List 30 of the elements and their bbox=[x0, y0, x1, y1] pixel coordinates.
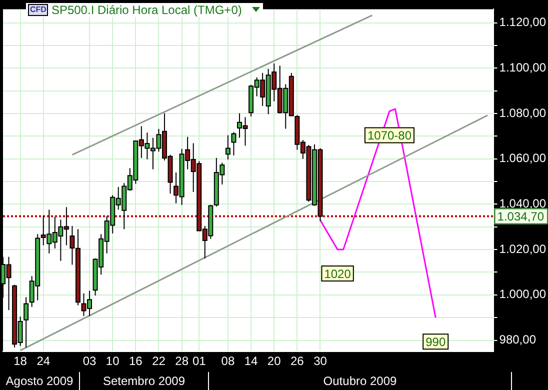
y-tick-label: 980,00 bbox=[499, 332, 536, 347]
x-tick-label: 20 bbox=[267, 354, 282, 368]
data-label: 990 bbox=[426, 334, 446, 349]
y-tick-label: 1.100,00 bbox=[499, 60, 546, 74]
x-tick-label: 24 bbox=[36, 354, 50, 368]
x-tick-label: 18 bbox=[14, 354, 28, 368]
x-tick-label: 22 bbox=[152, 354, 166, 368]
chart-title: SP500.I Diário Hora Local (TMG+0) bbox=[51, 3, 242, 17]
text: Agosto 2009 bbox=[0, 372, 80, 390]
x-tick-label: 10 bbox=[106, 354, 120, 368]
annotation: CFD bbox=[28, 4, 48, 16]
x-tick-label: 03 bbox=[82, 354, 97, 368]
y-tick-label: 1.060,00 bbox=[499, 151, 546, 166]
y-tick-label: 1.020,00 bbox=[499, 242, 546, 256]
x-tick-label: 01 bbox=[192, 354, 206, 368]
x-tick-label: 16 bbox=[128, 354, 143, 368]
x-tick-label: 14 bbox=[244, 354, 258, 368]
ref-line-label: 1.034,70 bbox=[497, 210, 544, 224]
x-tick-label: 26 bbox=[290, 354, 304, 368]
x-tick-label: 08 bbox=[221, 354, 235, 368]
y-tick-label: 1.040,00 bbox=[499, 196, 546, 211]
y-tick-label: 1.120,00 bbox=[499, 15, 546, 30]
x-tick-label: 30 bbox=[314, 354, 328, 368]
text: Setembro 2009 bbox=[80, 372, 209, 390]
data-label: 1020 bbox=[324, 266, 352, 281]
text: Outubro 2009 bbox=[209, 372, 512, 390]
data-label: 1070-80 bbox=[367, 128, 412, 143]
y-tick-label: 1.000,00 bbox=[499, 287, 546, 302]
x-tick-label: 28 bbox=[175, 354, 189, 368]
y-tick-label: 1.080,00 bbox=[499, 106, 546, 120]
